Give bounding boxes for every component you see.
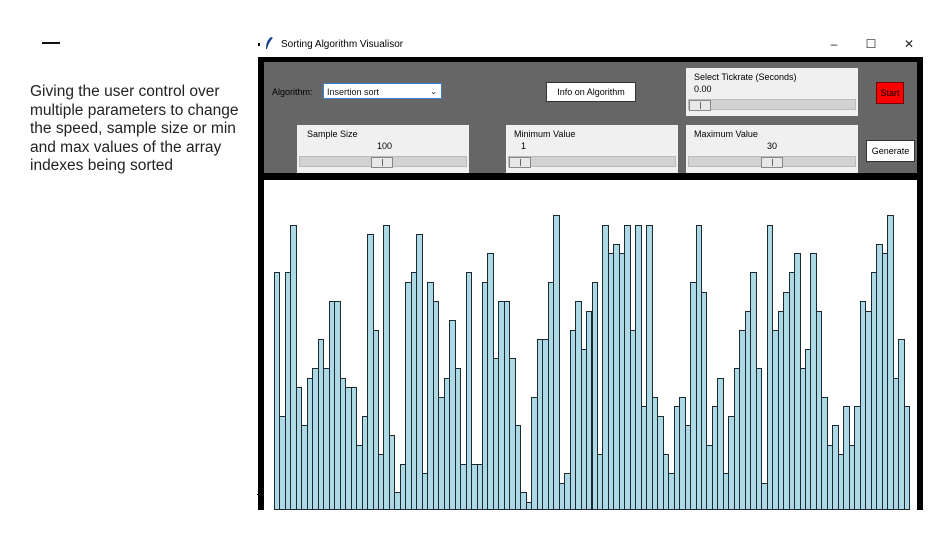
array-bar bbox=[700, 292, 708, 510]
algorithm-select[interactable]: Insertion sort ⌄ bbox=[323, 83, 442, 99]
maximum-value-trough[interactable] bbox=[688, 156, 856, 168]
generate-button[interactable]: Generate bbox=[866, 140, 915, 162]
sample-size-scale[interactable]: Sample Size 100 bbox=[297, 125, 469, 173]
minimum-value-label: Minimum Value bbox=[514, 129, 576, 139]
window-title: Sorting Algorithm Visualisor bbox=[281, 39, 404, 50]
title-bar-marker bbox=[258, 43, 260, 46]
array-bar bbox=[383, 225, 390, 510]
title-bar: Sorting Algorithm Visualisor – ☐ ✕ bbox=[258, 32, 950, 57]
tickrate-label: Select Tickrate (Seconds) bbox=[694, 72, 797, 82]
info-on-algorithm-button[interactable]: Info on Algorithm bbox=[546, 82, 636, 102]
feather-icon bbox=[265, 37, 273, 52]
minimum-value-value: 1 bbox=[521, 141, 527, 151]
tickrate-trough[interactable] bbox=[688, 99, 856, 111]
sample-size-label: Sample Size bbox=[307, 129, 358, 139]
array-bar bbox=[520, 492, 527, 510]
tickrate-value: 0.00 bbox=[694, 84, 712, 94]
array-bar bbox=[416, 234, 423, 510]
sample-size-value: 100 bbox=[377, 141, 393, 151]
close-button[interactable]: ✕ bbox=[903, 37, 915, 51]
array-bar bbox=[903, 406, 910, 510]
chevron-down-icon[interactable]: ⌄ bbox=[430, 87, 437, 96]
controls-panel: Algorithm: Insertion sort ⌄ Info on Algo… bbox=[264, 62, 917, 173]
minimum-value-slider-handle[interactable] bbox=[509, 157, 531, 168]
minimum-value-trough[interactable] bbox=[508, 156, 676, 168]
maximum-value-label: Maximum Value bbox=[694, 129, 758, 139]
array-bar bbox=[553, 215, 560, 510]
array-bar bbox=[465, 272, 473, 510]
algorithm-select-value: Insertion sort bbox=[327, 87, 380, 97]
sample-size-slider-handle[interactable] bbox=[371, 157, 393, 168]
maximum-value-scale[interactable]: Maximum Value 30 bbox=[686, 125, 858, 173]
sorting-canvas bbox=[264, 180, 917, 510]
array-bar bbox=[635, 225, 642, 510]
minimize-button[interactable]: – bbox=[830, 37, 838, 51]
array-bar bbox=[887, 215, 894, 510]
array-bar bbox=[290, 225, 297, 510]
maximum-value-value: 30 bbox=[767, 141, 778, 151]
tick-mark bbox=[257, 494, 260, 495]
start-button[interactable]: Start bbox=[876, 82, 904, 104]
array-bar bbox=[388, 435, 396, 510]
array-bar bbox=[591, 282, 598, 510]
dash-mark bbox=[42, 42, 60, 44]
tickrate-scale[interactable]: Select Tickrate (Seconds) 0.00 bbox=[686, 68, 858, 116]
array-bar bbox=[454, 368, 462, 510]
minimum-value-scale[interactable]: Minimum Value 1 bbox=[506, 125, 678, 173]
caption-text: Giving the user control over multiple pa… bbox=[30, 83, 239, 174]
array-bar bbox=[646, 225, 653, 510]
sample-size-trough[interactable] bbox=[299, 156, 467, 168]
algorithm-label: Algorithm: bbox=[272, 87, 313, 97]
app-window: Sorting Algorithm Visualisor – ☐ ✕ Algor… bbox=[258, 32, 950, 510]
window-frame: Algorithm: Insertion sort ⌄ Info on Algo… bbox=[258, 57, 923, 510]
array-bar bbox=[274, 272, 281, 510]
tickrate-slider-handle[interactable] bbox=[689, 100, 711, 111]
maximize-button[interactable]: ☐ bbox=[865, 37, 877, 51]
array-bar bbox=[755, 368, 763, 510]
maximum-value-slider-handle[interactable] bbox=[761, 157, 783, 168]
array-bar bbox=[717, 378, 724, 510]
array-bar bbox=[514, 425, 522, 510]
array-bar bbox=[372, 330, 379, 510]
